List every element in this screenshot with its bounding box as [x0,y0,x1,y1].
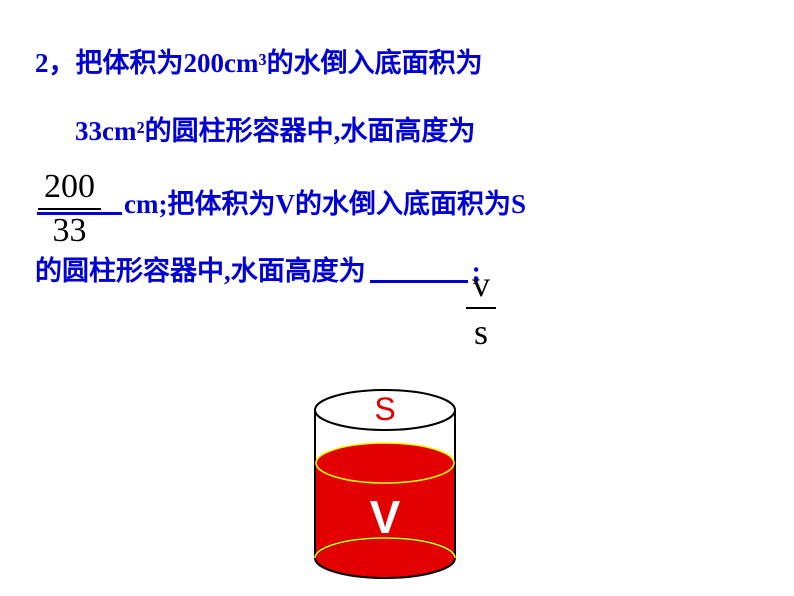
fraction-denominator-s: s [466,311,496,353]
blank-2 [370,261,468,283]
fraction-bar-2 [466,307,496,309]
problem-line4: 的圆柱形容器中,水面高度为 ; [35,253,759,291]
label-s: S [374,391,395,427]
fraction-denominator: 33 [38,212,101,250]
cylinder-diagram: S V [300,388,470,578]
fraction-numerator: 200 [38,168,101,206]
label-v: V [370,491,401,543]
fraction-200-33: 200 33 [38,168,101,250]
line4-text-a: 的圆柱形容器中,水面高度为 [35,253,366,291]
problem-line1: 2，把体积为200cm³的水倒入底面积为 [35,45,759,83]
fraction-bar [38,208,101,210]
slide-content: 2，把体积为200cm³的水倒入底面积为 33cm²的圆柱形容器中,水面高度为 … [0,0,794,361]
problem-line3: cm;把体积为V的水倒入底面积为S [35,186,759,224]
fraction-v-s: v s [466,263,496,353]
line3-text: cm;把体积为V的水倒入底面积为S [124,186,526,224]
problem-line2: 33cm²的圆柱形容器中,水面高度为 [75,113,759,151]
fraction-numerator-v: v [466,263,496,305]
